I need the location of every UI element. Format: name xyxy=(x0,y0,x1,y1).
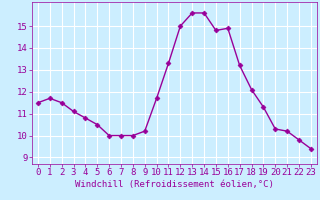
X-axis label: Windchill (Refroidissement éolien,°C): Windchill (Refroidissement éolien,°C) xyxy=(75,180,274,189)
